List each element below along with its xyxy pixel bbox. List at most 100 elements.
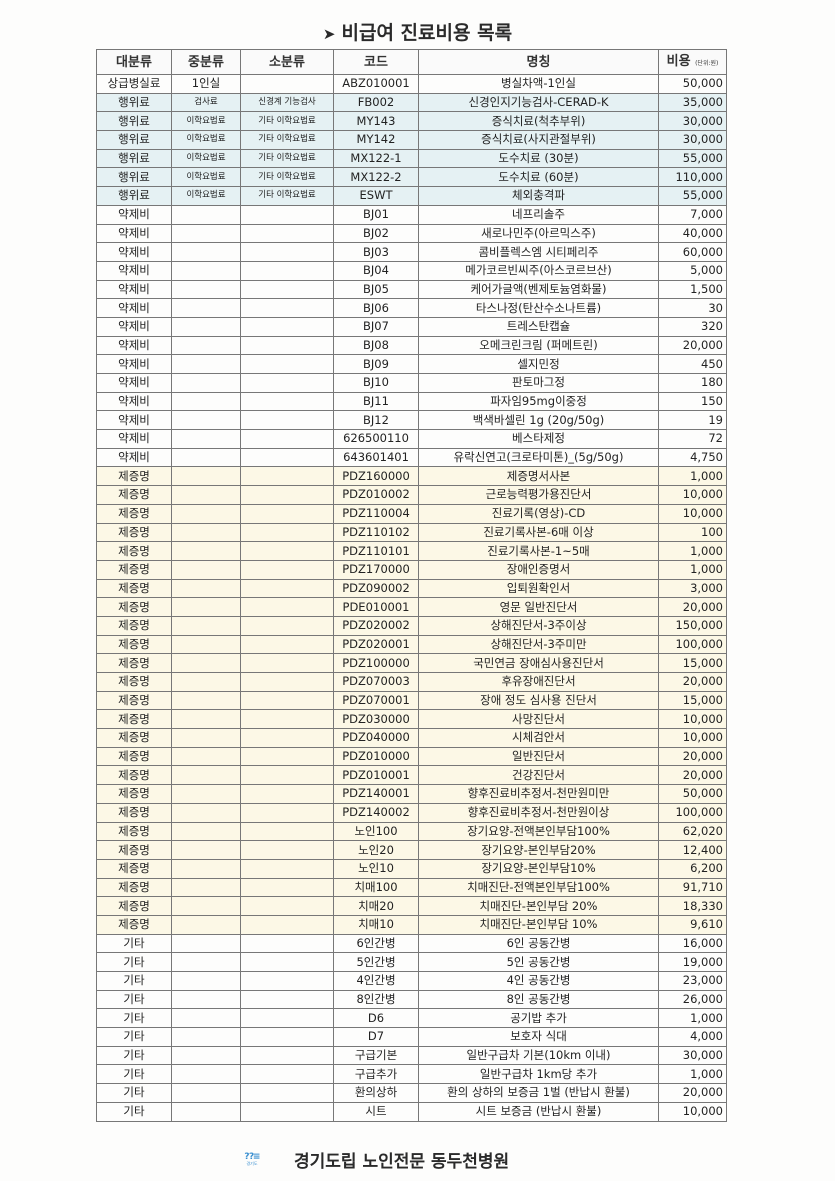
cell-minor: [240, 672, 334, 692]
cell-major: 약제비: [96, 204, 172, 225]
cell-middle: [171, 877, 241, 898]
title-text: 비급여 진료비용 목록: [341, 22, 513, 44]
table-row: 상급병실료 1인실 ABZ010001 병실차액-1인실 50,000: [96, 74, 727, 94]
cell-code: 노인20: [333, 840, 419, 860]
cell-name: 치매진단-본인부담 20%: [418, 896, 659, 916]
table-row: 제증명 PDZ030000 사망진단서 10,000: [96, 709, 727, 730]
cell-middle: [171, 354, 241, 374]
cell-name: 콤비플렉스엠 시티페리주: [418, 242, 659, 262]
cell-minor: [240, 896, 334, 916]
cell-code: 626500110: [333, 429, 419, 449]
cell-code: BJ12: [333, 410, 419, 431]
cell-middle: [171, 223, 241, 244]
cell-minor: [240, 410, 334, 431]
cell-major: 제증명: [96, 914, 172, 935]
cell-minor: [240, 784, 334, 804]
cell-code: PDZ160000: [333, 466, 419, 487]
cell-cost: 72: [658, 429, 727, 449]
header-minor: 소분류: [240, 49, 334, 75]
cell-minor: [240, 204, 334, 225]
cell-major: 약제비: [96, 410, 172, 431]
cell-name: 8인 공동간병: [418, 989, 659, 1010]
cell-minor: [240, 503, 334, 524]
cell-name: 일반구급차 기본(10km 이내): [418, 1045, 659, 1066]
cell-middle: [171, 1101, 241, 1122]
cell-cost: 30,000: [658, 130, 727, 150]
table-row: 제증명 PDZ070003 후유장애진단서 20,000: [96, 672, 727, 692]
table-row: 약제비 BJ01 네프리솔주 7,000: [96, 204, 727, 225]
table-row: 제증명 PDZ010000 일반진단서 20,000: [96, 746, 727, 767]
cell-middle: [171, 672, 241, 692]
cell-major: 제증명: [96, 821, 172, 842]
cell-middle: [171, 204, 241, 225]
cell-minor: [240, 728, 334, 748]
cell-minor: [240, 952, 334, 972]
cell-name: 진료기록(영상)-CD: [418, 503, 659, 524]
cell-name: 4인 공동간병: [418, 971, 659, 991]
cell-minor: [240, 765, 334, 786]
cell-cost: 5,000: [658, 260, 727, 281]
cell-minor: [240, 578, 334, 599]
cell-cost: 450: [658, 354, 727, 374]
cell-code: 치매20: [333, 896, 419, 916]
cell-name: 백색바셀린 1g (20g/50g): [418, 410, 659, 431]
cell-minor: [240, 279, 334, 300]
cell-cost: 1,000: [658, 541, 727, 561]
cell-major: 상급병실료: [96, 74, 172, 94]
cell-major: 제증명: [96, 653, 172, 673]
cell-cost: 4,000: [658, 1027, 727, 1047]
cell-minor: 신경계 기능검사: [240, 92, 334, 113]
table-row: 약제비 BJ06 타스나정(탄산수소나트륨) 30: [96, 298, 727, 318]
cell-cost: 15,000: [658, 690, 727, 711]
cell-name: 시트 보증금 (반납시 환불): [418, 1101, 659, 1122]
cell-major: 제증명: [96, 578, 172, 599]
cell-cost: 100: [658, 522, 727, 543]
cell-name: 증식치료(척추부위): [418, 111, 659, 132]
table-row: 약제비 BJ09 셀지민정 450: [96, 354, 727, 374]
cell-name: 메가코르빈씨주(아스코르브산): [418, 260, 659, 281]
cell-minor: [240, 933, 334, 954]
cell-minor: [240, 802, 334, 823]
cell-cost: 62,020: [658, 821, 727, 842]
cell-minor: [240, 316, 334, 337]
cell-middle: [171, 971, 241, 991]
table-row: 약제비 BJ08 오메크린크림 (퍼메트린) 20,000: [96, 335, 727, 356]
cell-cost: 1,500: [658, 279, 727, 300]
cell-minor: [240, 335, 334, 356]
cell-cost: 4,750: [658, 447, 727, 468]
table-row: 제증명 PDZ070001 장애 정도 심사용 진단서 15,000: [96, 690, 727, 711]
cell-cost: 10,000: [658, 503, 727, 524]
cell-major: 약제비: [96, 373, 172, 393]
cell-major: 기타: [96, 1027, 172, 1047]
table-row: 기타 5인간병 5인 공동간병 19,000: [96, 952, 727, 972]
cell-cost: 20,000: [658, 1083, 727, 1103]
cell-name: 제증명서사본: [418, 466, 659, 487]
table-row: 제증명 PDZ110101 진료기록사본-1~5매 1,000: [96, 541, 727, 561]
table-row: 제증명 PDZ160000 제증명서사본 1,000: [96, 466, 727, 487]
cell-middle: [171, 989, 241, 1010]
table-row: 제증명 PDZ020002 상해진단서-3주이상 150,000: [96, 615, 727, 636]
cell-name: 치매진단-전액본인부담100%: [418, 877, 659, 898]
table-row: 기타 구급추가 일반구급차 1km당 추가 1,000: [96, 1064, 727, 1085]
cell-cost: 10,000: [658, 728, 727, 748]
cell-major: 기타: [96, 1083, 172, 1103]
cell-middle: [171, 429, 241, 449]
cell-cost: 30: [658, 298, 727, 318]
cell-cost: 91,710: [658, 877, 727, 898]
cell-name: 시체검안서: [418, 728, 659, 748]
cell-middle: [171, 1064, 241, 1085]
cell-major: 기타: [96, 1101, 172, 1122]
cell-name: 타스나정(탄산수소나트륨): [418, 298, 659, 318]
cell-middle: [171, 1045, 241, 1066]
cell-cost: 6,200: [658, 858, 727, 879]
table-row: 행위료 검사료 신경계 기능검사 FB002 신경인지기능검사-CERAD-K 35,00…: [96, 92, 727, 113]
cell-cost: 20,000: [658, 672, 727, 692]
cell-middle: [171, 784, 241, 804]
cell-name: 후유장애진단서: [418, 672, 659, 692]
cell-middle: [171, 802, 241, 823]
table-body: 상급병실료 1인실 ABZ010001 병실차액-1인실 50,000 행위료 검사료 신경계…: [96, 74, 727, 1122]
cell-major: 약제비: [96, 279, 172, 300]
cell-major: 제증명: [96, 896, 172, 916]
table-row: 제증명 PDZ100000 국민연금 장애심사용진단서 15,000: [96, 653, 727, 673]
cell-middle: [171, 1008, 241, 1029]
